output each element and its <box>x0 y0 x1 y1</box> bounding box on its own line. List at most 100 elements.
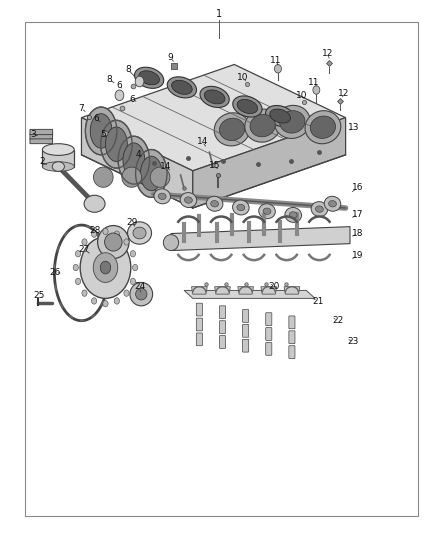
Ellipse shape <box>127 222 152 244</box>
Polygon shape <box>284 287 300 294</box>
Polygon shape <box>191 287 207 294</box>
Ellipse shape <box>101 120 132 168</box>
Ellipse shape <box>237 100 258 114</box>
Circle shape <box>124 290 129 296</box>
FancyBboxPatch shape <box>289 316 295 329</box>
Polygon shape <box>215 287 230 294</box>
Circle shape <box>275 64 282 73</box>
Text: 15: 15 <box>209 161 220 170</box>
FancyBboxPatch shape <box>219 306 226 319</box>
Ellipse shape <box>245 109 280 142</box>
Text: 4: 4 <box>135 150 141 159</box>
Polygon shape <box>261 287 277 294</box>
Ellipse shape <box>204 90 225 104</box>
FancyBboxPatch shape <box>30 139 53 144</box>
Text: 6: 6 <box>93 114 99 123</box>
Text: 10: 10 <box>237 73 249 82</box>
Ellipse shape <box>105 233 122 251</box>
FancyBboxPatch shape <box>219 336 226 349</box>
Ellipse shape <box>219 118 245 141</box>
Text: 14: 14 <box>160 162 171 171</box>
Ellipse shape <box>90 114 112 148</box>
Text: 20: 20 <box>268 282 279 291</box>
Text: 8: 8 <box>106 75 112 84</box>
Text: 18: 18 <box>352 229 364 238</box>
Circle shape <box>92 231 97 237</box>
FancyBboxPatch shape <box>266 313 272 326</box>
Ellipse shape <box>167 77 197 98</box>
Ellipse shape <box>315 206 323 212</box>
Circle shape <box>124 239 129 245</box>
Ellipse shape <box>98 225 129 259</box>
Text: 13: 13 <box>348 123 359 132</box>
Ellipse shape <box>141 156 162 191</box>
Text: 24: 24 <box>134 282 145 291</box>
Text: 5: 5 <box>100 130 106 139</box>
Ellipse shape <box>206 196 223 211</box>
Ellipse shape <box>263 208 271 214</box>
Ellipse shape <box>285 207 301 222</box>
Text: 7: 7 <box>78 103 85 112</box>
Ellipse shape <box>42 144 74 156</box>
FancyBboxPatch shape <box>243 340 249 352</box>
Ellipse shape <box>106 127 127 161</box>
Text: 12: 12 <box>338 88 349 98</box>
FancyBboxPatch shape <box>289 346 295 359</box>
Text: 1: 1 <box>216 9 222 19</box>
Text: 25: 25 <box>33 291 45 300</box>
Ellipse shape <box>118 136 150 184</box>
Text: 22: 22 <box>332 316 343 325</box>
Text: 11: 11 <box>270 56 282 64</box>
Text: 23: 23 <box>348 337 359 346</box>
Circle shape <box>100 261 111 274</box>
Ellipse shape <box>265 106 295 127</box>
Ellipse shape <box>233 200 249 215</box>
Circle shape <box>135 76 144 87</box>
Circle shape <box>82 290 87 296</box>
Ellipse shape <box>93 167 113 187</box>
Circle shape <box>92 298 97 304</box>
Circle shape <box>130 278 135 285</box>
Text: 27: 27 <box>79 245 90 254</box>
Ellipse shape <box>237 204 245 211</box>
Text: 16: 16 <box>352 183 364 192</box>
FancyBboxPatch shape <box>30 134 53 139</box>
Polygon shape <box>42 150 74 166</box>
Ellipse shape <box>280 111 305 133</box>
Text: 6: 6 <box>117 81 122 90</box>
FancyBboxPatch shape <box>30 130 53 135</box>
Polygon shape <box>81 118 193 208</box>
FancyBboxPatch shape <box>243 310 249 322</box>
Text: 10: 10 <box>296 91 308 100</box>
FancyBboxPatch shape <box>196 333 202 346</box>
Circle shape <box>313 86 320 94</box>
Ellipse shape <box>163 235 179 251</box>
Ellipse shape <box>200 86 229 108</box>
Text: 6: 6 <box>130 94 135 103</box>
Ellipse shape <box>259 204 276 219</box>
Ellipse shape <box>133 227 146 239</box>
FancyBboxPatch shape <box>196 303 202 316</box>
FancyBboxPatch shape <box>266 328 272 341</box>
Ellipse shape <box>214 113 250 146</box>
Ellipse shape <box>233 96 262 117</box>
Ellipse shape <box>275 106 310 139</box>
FancyBboxPatch shape <box>219 321 226 334</box>
Polygon shape <box>81 64 346 171</box>
Text: 2: 2 <box>39 157 45 166</box>
Ellipse shape <box>123 143 145 177</box>
Text: 17: 17 <box>352 210 364 219</box>
Text: 28: 28 <box>89 226 100 235</box>
Circle shape <box>114 298 120 304</box>
Text: 9: 9 <box>167 53 173 62</box>
Ellipse shape <box>85 107 117 155</box>
Ellipse shape <box>172 80 192 94</box>
Ellipse shape <box>270 109 290 123</box>
Circle shape <box>115 90 124 101</box>
Ellipse shape <box>150 167 170 187</box>
Circle shape <box>82 239 87 245</box>
Ellipse shape <box>134 67 164 88</box>
Circle shape <box>130 251 135 257</box>
Ellipse shape <box>180 192 197 207</box>
Ellipse shape <box>305 111 341 144</box>
